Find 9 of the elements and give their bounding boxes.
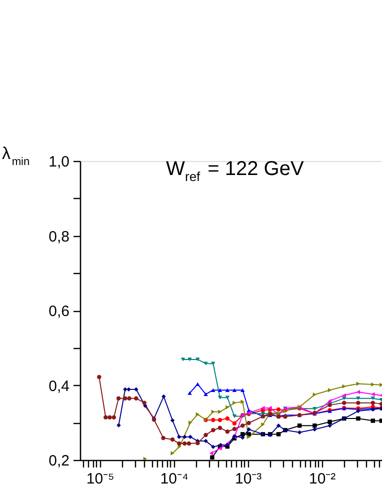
- y-tick-label: 0,6: [48, 303, 70, 320]
- x-tick-label: 10⁻⁴: [160, 470, 188, 488]
- y-tick-label: 0,4: [48, 378, 70, 395]
- y-tick-label: 1,0: [48, 154, 70, 170]
- y-tick-label: 0,8: [48, 228, 70, 246]
- x-tick-label: 10⁻³: [234, 470, 262, 488]
- x-tick-label: 10⁻⁵: [86, 470, 114, 488]
- y-tick-label: 0,2: [48, 452, 70, 470]
- x-tick-label: 10⁻²: [308, 470, 336, 488]
